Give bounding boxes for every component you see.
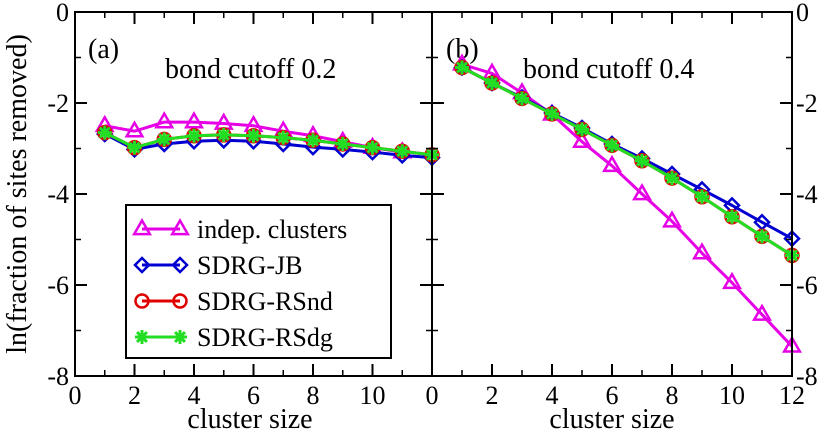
- panel-b-y-tick-label: -6: [796, 271, 818, 300]
- panel-a-x-tick-label: 8: [307, 381, 320, 410]
- panel-b: (b) bond cutoff 0.4 cluster size 0 2 4 6 8 10…: [426, 0, 818, 435]
- panel-b-sdrg-rsdg-point: [455, 60, 469, 75]
- legend-marker-sdrg-jb: [133, 256, 151, 274]
- panel-b-indep-clusters-point: [662, 210, 682, 228]
- legend-marker-indep-clusters: [170, 217, 190, 236]
- panel-a-series-sdrg-jb: [95, 125, 441, 167]
- panel-b-indep-clusters-point: [692, 242, 712, 260]
- panel-a-x-tick-label: 10: [360, 381, 386, 410]
- panel-a-sdrg-rsdg-point: [365, 140, 380, 155]
- panel-b-x-tick-label: 4: [546, 381, 559, 410]
- panel-b-y-tick-label: -8: [796, 362, 818, 391]
- panel-b-indep-clusters-point: [572, 130, 592, 149]
- panel-b-sdrg-rsdg-point: [605, 138, 619, 153]
- panel-b-x-tick-label: 0: [426, 381, 439, 410]
- panel-b-x-tick-label: 12: [779, 381, 805, 410]
- panel-a-sdrg-rsdg-point: [97, 125, 112, 140]
- panel-a-x-tick-label: 2: [128, 381, 141, 410]
- panel-a-sdrg-rsdg-point: [157, 132, 172, 147]
- legend-marker-sdrg-rsnd: [172, 293, 188, 309]
- panel-a-x-tick-label: 6: [247, 381, 260, 410]
- panel-a-x-axis-label: cluster size: [187, 404, 312, 435]
- legend-label-sdrg-jb: SDRG-JB: [197, 251, 302, 280]
- panel-b-series-sdrg-rsdg: [455, 60, 799, 263]
- panel-a-sdrg-rsdg-point: [187, 128, 201, 143]
- panel-a-plot: [94, 111, 441, 167]
- legend-marker-sdrg-rsnd: [134, 293, 150, 309]
- panel-a-y-tick-label: -2: [47, 89, 69, 118]
- panel-b-sdrg-rsdg-point: [485, 75, 499, 90]
- panel-b-x-tick-label: 2: [486, 381, 499, 410]
- panel-a-sdrg-rsdg-point: [246, 128, 261, 143]
- panel-a-sdrg-rsdg-point: [276, 130, 291, 145]
- panel-b-indep-clusters-point: [722, 271, 742, 290]
- panel-b-y-tick-label: -2: [796, 89, 818, 118]
- panel-b-title: bond cutoff 0.4: [523, 54, 694, 85]
- panel-a-title: bond cutoff 0.2: [165, 54, 336, 85]
- legend-marker-indep-clusters: [132, 217, 152, 236]
- legend-label-sdrg-rsnd: SDRG-RSnd: [197, 287, 333, 316]
- panel-b-x-axis-label: cluster size: [549, 404, 674, 435]
- panel-b-sdrg-rsdg-point: [755, 229, 769, 244]
- panel-b-sdrg-rsdg-point: [695, 189, 709, 204]
- panel-b-x-tick-label: 10: [719, 381, 745, 410]
- panel-a-sdrg-rsdg-point: [335, 136, 350, 151]
- panel-a-sdrg-rsdg-point: [395, 144, 410, 159]
- panel-b-indep-clusters-line: [461, 62, 794, 348]
- legend-marker-sdrg-rsdg: [173, 330, 187, 344]
- panel-b-plot: [452, 53, 802, 353]
- panel-a-sdrg-rsdg-point: [306, 133, 320, 148]
- panel-a-y-tick-label: 0: [56, 0, 69, 27]
- panel-a-indep-clusters-point: [154, 111, 175, 129]
- panel-a-y-tick-label: -8: [47, 362, 69, 391]
- panel-a-letter: (a): [88, 34, 119, 65]
- panel-b-indep-clusters-point: [752, 303, 772, 321]
- panel-a-indep-clusters-point: [124, 120, 145, 138]
- panel-b-sdrg-rsdg-line: [461, 66, 793, 257]
- panel-b-series-indep-clusters: [452, 53, 802, 353]
- legend-marker-sdrg-rsdg: [135, 330, 149, 344]
- legend-entry-sdrg-rsnd: SDRG-RSnd: [134, 287, 333, 316]
- panel-b-y-tick-label: 0: [796, 0, 809, 27]
- panel-b-indep-clusters-point: [602, 154, 622, 173]
- panel-a-sdrg-rsdg-point: [127, 140, 142, 155]
- panel-a-x-tick-label: 4: [188, 381, 201, 410]
- panel-a: (a) bond cutoff 0.2 cluster size ln(frac…: [2, 0, 441, 435]
- panel-a-y-tick-label: -4: [47, 180, 69, 209]
- panel-a-sdrg-rsdg-point: [216, 127, 231, 142]
- panel-b-sdrg-rsdg-point: [545, 106, 559, 121]
- legend-entry-sdrg-jb: SDRG-JB: [133, 251, 302, 280]
- panel-b-x-tick-label: 6: [606, 381, 619, 410]
- panel-b-sdrg-rsdg-point: [575, 122, 589, 137]
- panel-b-sdrg-rsdg-point: [515, 91, 529, 106]
- y-axis-label: ln(fraction of sites removed): [2, 34, 33, 354]
- panel-b-sdrg-rsdg-point: [665, 171, 679, 186]
- panel-b-sdrg-rsdg-point: [725, 209, 739, 224]
- legend-label-indep-clusters: indep. clusters: [197, 215, 347, 244]
- legend: indep. clusters SDRG-JB SDRG-RSnd SDRG-RSdg: [125, 204, 392, 359]
- panel-a-indep-clusters-point: [184, 111, 204, 129]
- legend-entry-sdrg-rsdg: SDRG-RSdg: [135, 323, 333, 352]
- legend-entry-indep-clusters: indep. clusters: [132, 215, 347, 244]
- panel-b-sdrg-rsdg-point: [635, 153, 649, 168]
- panel-a-sdrg-jb-point: [363, 143, 382, 161]
- panel-a-indep-clusters-line: [104, 120, 403, 154]
- legend-label-sdrg-rsdg: SDRG-RSdg: [197, 323, 333, 352]
- panel-a-x-tick-label: 0: [69, 381, 82, 410]
- panel-a-y-tick-label: -6: [47, 271, 69, 300]
- panel-b-indep-clusters-point: [632, 182, 652, 201]
- panel-b-y-tick-label: -4: [796, 180, 818, 209]
- panel-b-sdrg-rsnd-line: [461, 66, 793, 257]
- panel-b-x-tick-label: 8: [666, 381, 679, 410]
- legend-marker-sdrg-jb: [171, 256, 189, 274]
